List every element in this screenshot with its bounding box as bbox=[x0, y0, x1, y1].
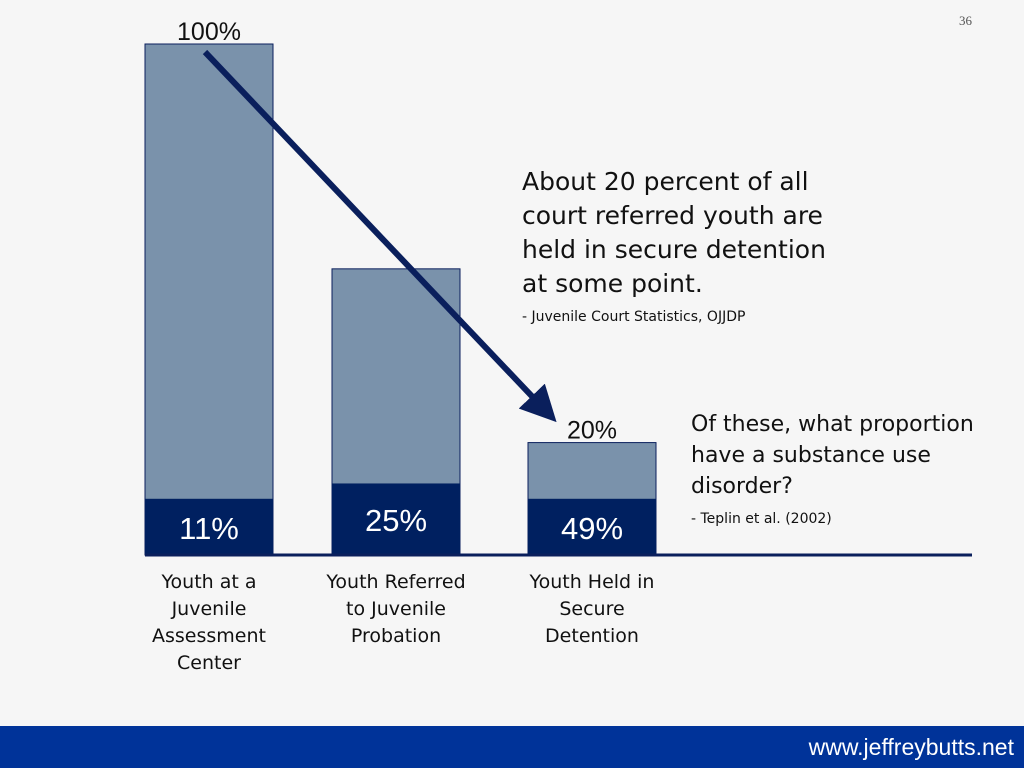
bar-segment-0 bbox=[145, 498, 273, 555]
substance-question: Of these, what proportion have a substan… bbox=[691, 412, 974, 499]
top-label-0: 100% bbox=[177, 18, 241, 46]
segment-label-0: 11% bbox=[179, 511, 239, 546]
footer-bar bbox=[0, 726, 1024, 768]
segment-label-1: 25% bbox=[365, 503, 427, 538]
top-label-2: 20% bbox=[567, 417, 617, 445]
detention-callout-source: - Juvenile Court Statistics, OJJDP bbox=[522, 309, 746, 325]
category-label-0: Youth at a Juvenile Assessment Center bbox=[152, 571, 266, 674]
substance-question-source: - Teplin et al. (2002) bbox=[691, 511, 832, 527]
bar-segment-2 bbox=[528, 498, 656, 555]
trend-arrow bbox=[202, 49, 557, 423]
bar-segment-1 bbox=[332, 483, 460, 555]
segment-label-2: 49% bbox=[561, 511, 623, 546]
category-label-2: Youth Held in Secure Detention bbox=[529, 571, 655, 647]
bar-total-0 bbox=[144, 43, 274, 556]
footer-url[interactable]: www.jeffreybutts.net bbox=[808, 734, 1014, 760]
detention-callout: About 20 percent of all court referred y… bbox=[522, 167, 826, 298]
slide-number: 36 bbox=[959, 13, 972, 28]
category-label-1: Youth Referred to Juvenile Probation bbox=[326, 571, 466, 647]
